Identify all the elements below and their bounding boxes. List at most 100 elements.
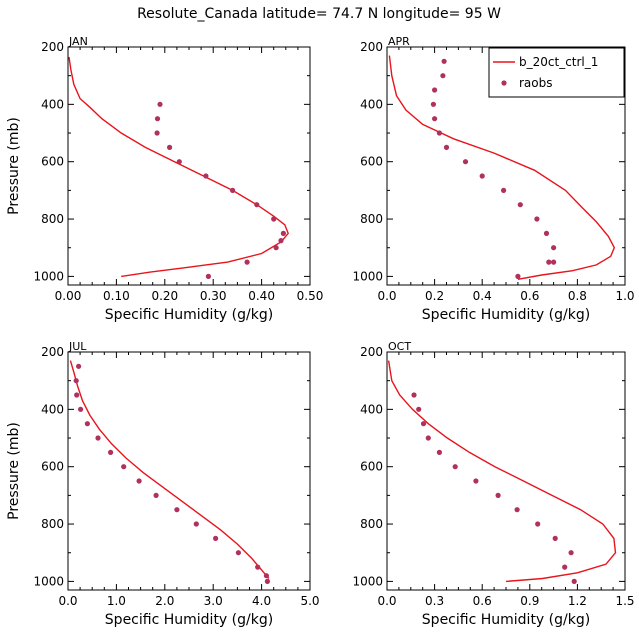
y-tick-label: 200 <box>41 345 64 359</box>
obs-point <box>411 392 417 398</box>
x-tick-label: 0.10 <box>103 289 130 303</box>
obs-point <box>153 492 159 498</box>
obs-point <box>78 406 84 412</box>
x-axis-label: Specific Humidity (g/kg) <box>422 307 590 323</box>
x-tick-label: 0.00 <box>55 289 82 303</box>
y-tick-label: 800 <box>41 212 64 226</box>
obs-point <box>432 116 438 122</box>
obs-point <box>84 421 90 427</box>
x-tick-label: 0.0 <box>377 594 396 608</box>
x-tick-label: 1.5 <box>615 594 634 608</box>
y-tick-label: 600 <box>41 460 64 474</box>
obs-point <box>154 116 161 122</box>
obs-point <box>278 238 284 244</box>
obs-point <box>551 259 557 265</box>
obs-point <box>535 521 541 527</box>
obs-point <box>271 216 277 222</box>
y-tick-label: 1000 <box>33 574 64 588</box>
obs-point <box>514 507 520 513</box>
obs-point <box>254 202 260 208</box>
obs-point <box>264 578 270 585</box>
obs-point <box>430 101 436 107</box>
figure-title: Resolute_Canada latitude= 74.7 N longitu… <box>137 6 501 22</box>
panel-apr: 0.0 0.2 0.4 0.6 0.8 1.0 200 400 600 800 1000 APR Spe… <box>352 35 634 323</box>
x-tick-label: 3.0 <box>204 594 223 608</box>
y-tick-label: 1000 <box>33 269 64 283</box>
obs-point <box>443 144 450 150</box>
y-tick-label: 400 <box>41 97 64 111</box>
obs-point <box>436 449 442 455</box>
y-tick-label: 600 <box>41 155 64 169</box>
plot-frame <box>67 46 311 286</box>
obs-point <box>501 187 507 193</box>
x-tick-label: 1.0 <box>107 594 126 608</box>
x-tick-label: 0.3 <box>425 594 444 608</box>
series-line-model <box>69 360 270 579</box>
x-tick-label: 0.6 <box>520 289 539 303</box>
x-tick-label: 0.9 <box>520 594 539 608</box>
series-line-model <box>68 56 290 278</box>
obs-point <box>193 521 199 527</box>
series-line-model <box>388 55 616 280</box>
panel-label: JUL <box>68 340 87 353</box>
obs-point <box>108 449 114 455</box>
y-tick-label: 400 <box>41 402 64 416</box>
obs-point <box>432 87 438 93</box>
x-tick-label: 0.30 <box>200 289 227 303</box>
x-tick-label: 0.6 <box>473 594 492 608</box>
obs-point <box>176 159 182 165</box>
y-axis-label: Pressure (mb) <box>6 117 22 215</box>
legend-obs-label: raobs <box>519 76 553 90</box>
obs-point <box>495 492 501 498</box>
obs-point <box>235 550 241 556</box>
obs-point <box>244 259 250 265</box>
obs-point <box>136 478 142 484</box>
y-tick-label: 400 <box>360 97 383 111</box>
y-tick-label: 1000 <box>352 574 383 588</box>
obs-point <box>255 564 261 570</box>
obs-point <box>263 573 269 579</box>
panel-label: JAN <box>68 35 88 48</box>
obs-point <box>174 507 180 513</box>
legend-box <box>488 47 625 98</box>
obs-point <box>440 73 446 79</box>
x-tick-label: 0.8 <box>568 289 587 303</box>
x-tick-label: 4.0 <box>252 594 271 608</box>
obs-point <box>473 478 479 484</box>
y-tick-label: 1000 <box>352 269 383 283</box>
obs-point <box>76 363 82 369</box>
obs-point <box>273 245 279 251</box>
x-tick-label: 1.2 <box>568 594 587 608</box>
obs-point <box>551 245 557 251</box>
legend-point-swatch <box>501 80 507 86</box>
obs-point <box>167 144 173 150</box>
y-tick-label: 200 <box>360 345 383 359</box>
obs-point <box>452 464 458 470</box>
obs-point <box>534 216 540 222</box>
y-tick-label: 200 <box>41 40 64 54</box>
y-tick-label: 600 <box>360 460 383 474</box>
x-tick-label: 0.0 <box>58 594 77 608</box>
obs-point <box>230 187 236 193</box>
plot-frame <box>386 351 626 591</box>
obs-point <box>479 173 485 179</box>
obs-point <box>213 535 219 542</box>
obs-point <box>562 564 568 570</box>
y-tick-label: 600 <box>360 155 383 169</box>
obs-point <box>462 159 469 165</box>
legend-model-label: b_20ct_ctrl_1 <box>519 55 598 69</box>
x-tick-label: 0.0 <box>377 289 396 303</box>
obs-point <box>416 406 422 412</box>
x-tick-label: 0.50 <box>297 289 324 303</box>
panel-label: APR <box>388 35 410 48</box>
panel-label: OCT <box>388 340 411 353</box>
obs-point <box>95 435 101 441</box>
obs-point <box>571 578 577 585</box>
panel-jan: 0.00 0.10 0.20 0.30 0.40 0.50 200 400 600 800 1000… <box>6 35 323 323</box>
y-axis-label: Pressure (mb) <box>6 422 22 520</box>
obs-point <box>517 202 523 208</box>
x-tick-label: 0.2 <box>425 289 444 303</box>
x-tick-label: 1.0 <box>615 289 634 303</box>
